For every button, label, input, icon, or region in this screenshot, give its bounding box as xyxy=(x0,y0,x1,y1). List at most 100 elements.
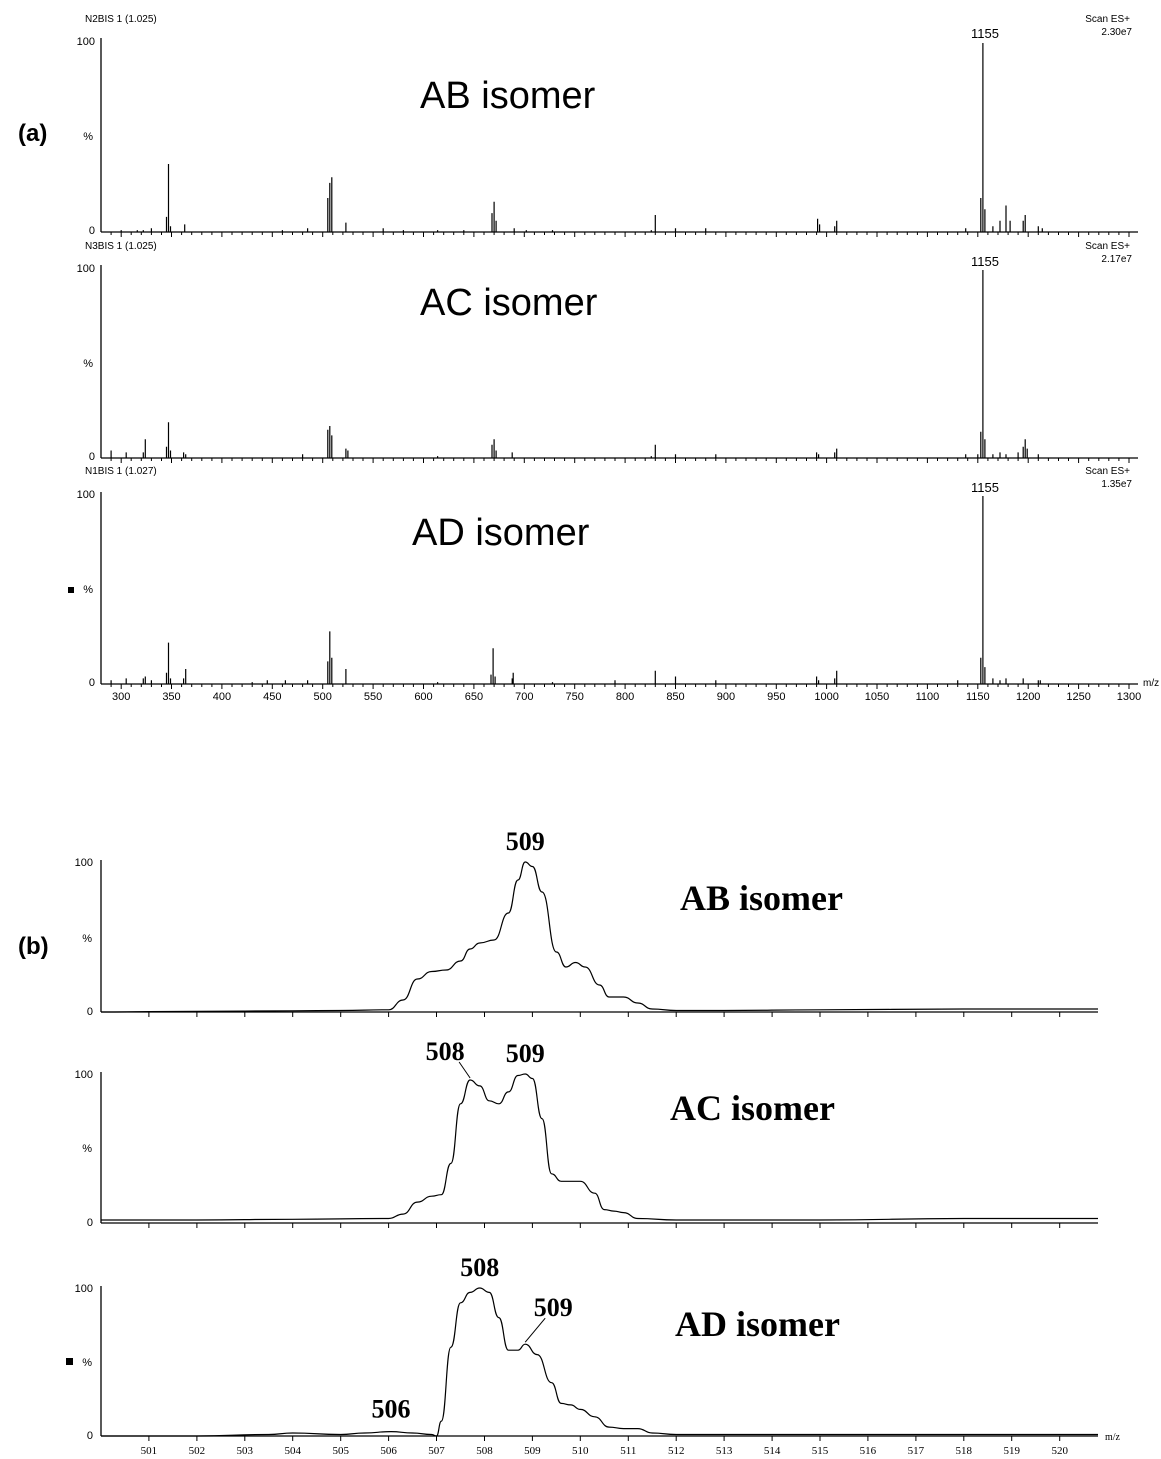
x-tick-label: 1250 xyxy=(1066,691,1090,703)
panel-b-ac-ticks xyxy=(148,1223,1061,1228)
panel-b-ab-title: AB isomer xyxy=(680,878,843,918)
x-tick-label: 517 xyxy=(908,1445,925,1457)
x-tick-label: 450 xyxy=(263,691,281,703)
x-tick-label: 520 xyxy=(1051,1445,1068,1457)
panel-b-ac-title: AC isomer xyxy=(670,1088,835,1128)
x-tick-label: 950 xyxy=(767,691,785,703)
x-tick-label: 512 xyxy=(668,1445,685,1457)
panel-a-ac-header-right-2: 2.17e7 xyxy=(1101,254,1132,265)
panel-b-x-axis-label: m/z xyxy=(1105,1432,1121,1443)
x-tick-label: 510 xyxy=(572,1445,589,1457)
x-tick-label: 400 xyxy=(213,691,231,703)
x-tick-label: 300 xyxy=(112,691,130,703)
panel-b-ad-y-0: 0 xyxy=(87,1430,93,1442)
panel-b-ab-y-100: 100 xyxy=(75,857,93,869)
panel-a-ad-peak-label: 1155 xyxy=(971,480,999,495)
x-tick-label: 504 xyxy=(284,1445,301,1457)
panel-b-spectrum-ad: 100 % 0 AD isomer 506 508 509 xyxy=(66,1253,1098,1442)
panel-a-ad-title: AD isomer xyxy=(412,512,590,554)
panel-b-ad-spectrum-line xyxy=(101,1287,1098,1437)
panel-a-ab-header-right-1: Scan ES+ xyxy=(1085,14,1130,25)
x-tick-label: 511 xyxy=(620,1445,636,1457)
peak-label-leader xyxy=(458,1061,471,1079)
panel-b-ac-spectrum-line xyxy=(101,1073,1098,1221)
peak-label: 506 xyxy=(372,1395,411,1424)
x-tick-label: 650 xyxy=(465,691,483,703)
panel-a-ad-header-right-2: 1.35e7 xyxy=(1101,479,1132,490)
panel-a-ac-title: AC isomer xyxy=(420,282,598,324)
panel-a-spectrum-ac: N3BIS 1 (1.025) Scan ES+ 2.17e7 100 % 0 … xyxy=(77,241,1138,463)
panel-a-ad-y-0: 0 xyxy=(89,677,95,689)
peak-label: 509 xyxy=(534,1293,573,1322)
x-tick-label: 1100 xyxy=(916,691,940,703)
panel-a-ac-header-left: N3BIS 1 (1.025) xyxy=(85,241,157,252)
x-tick-label: 850 xyxy=(666,691,684,703)
panel-a-x-tick-labels: 300 350 400 450 500 550 600 650 700 750 800 850 900 9… xyxy=(112,691,1141,703)
panel-b-ad-legend-marker xyxy=(66,1358,73,1365)
panel-b-ac-y-0: 0 xyxy=(87,1217,93,1229)
panel-b-ad-ticks xyxy=(148,1436,1061,1441)
panel-a-ad-y-pct: % xyxy=(83,584,93,596)
peak-label-leader xyxy=(524,1317,546,1343)
panel-a-label: (a) xyxy=(18,120,47,147)
x-tick-label: 516 xyxy=(860,1445,877,1457)
x-tick-label: 505 xyxy=(332,1445,349,1457)
x-tick-label: 502 xyxy=(189,1445,206,1457)
x-tick-label: 1050 xyxy=(865,691,889,703)
panel-a-ab-header-right-2: 2.30e7 xyxy=(1101,27,1132,38)
panel-b-ad-title: AD isomer xyxy=(675,1304,840,1344)
x-tick-label: 506 xyxy=(380,1445,397,1457)
x-tick-label: 1300 xyxy=(1117,691,1141,703)
panel-b-ab-ticks xyxy=(148,1012,1061,1017)
panel-a-ab-header-left: N2BIS 1 (1.025) xyxy=(85,14,157,25)
panel-b-label: (b) xyxy=(18,933,49,960)
panel-a-ac-y-0: 0 xyxy=(89,451,95,463)
panel-a-ac-y-100: 100 xyxy=(77,263,95,275)
peak-label: 509 xyxy=(506,1039,545,1068)
panel-a-ad-y-100: 100 xyxy=(77,489,95,501)
panel-a-ad-header-left: N1BIS 1 (1.027) xyxy=(85,466,157,477)
panel-b-ab-y-pct: % xyxy=(82,933,92,945)
panel-a-spectrum-ab: N2BIS 1 (1.025) Scan ES+ 2.30e7 100 % 0 … xyxy=(77,14,1138,237)
x-tick-label: 1000 xyxy=(814,691,838,703)
x-tick-label: 503 xyxy=(237,1445,254,1457)
panel-a-ac-spectrum-line xyxy=(110,270,1039,458)
x-tick-label: 750 xyxy=(566,691,584,703)
x-tick-label: 501 xyxy=(141,1445,158,1457)
x-tick-label: 600 xyxy=(414,691,432,703)
x-tick-label: 350 xyxy=(162,691,180,703)
x-tick-label: 550 xyxy=(364,691,382,703)
x-tick-label: 508 xyxy=(476,1445,493,1457)
x-tick-label: 900 xyxy=(717,691,735,703)
x-tick-label: 1200 xyxy=(1016,691,1040,703)
panel-b-ac-y-100: 100 xyxy=(75,1069,93,1081)
panel-b-spectrum-ab: 100 % 0 AB isomer 509 xyxy=(75,827,1098,1018)
x-tick-label: 518 xyxy=(956,1445,973,1457)
x-tick-label: 519 xyxy=(1003,1445,1020,1457)
panel-a-ac-header-right-1: Scan ES+ xyxy=(1085,241,1130,252)
panel-a-ab-peak-label: 1155 xyxy=(971,26,999,41)
panel-a-ac-peak-label: 1155 xyxy=(971,254,999,269)
panel-b-ad-y-pct: % xyxy=(82,1357,92,1369)
panel-a-ab-y-100: 100 xyxy=(77,36,95,48)
panel-b-ac-y-pct: % xyxy=(82,1143,92,1155)
panel-b-ac-peak-labels: 508 509 xyxy=(426,1037,545,1079)
x-tick-label: 1150 xyxy=(966,691,990,703)
x-tick-label: 700 xyxy=(515,691,533,703)
x-tick-label: 500 xyxy=(314,691,332,703)
panel-a-x-axis-label: m/z xyxy=(1143,678,1159,689)
panel-a-ab-y-pct: % xyxy=(83,131,93,143)
panel-a-spectrum-ad: N1BIS 1 (1.027) Scan ES+ 1.35e7 100 % 0 … xyxy=(68,466,1138,689)
x-tick-label: 800 xyxy=(616,691,634,703)
x-tick-label: 515 xyxy=(812,1445,829,1457)
peak-label: 509 xyxy=(506,827,545,856)
x-tick-label: 514 xyxy=(764,1445,781,1457)
x-tick-label: 513 xyxy=(716,1445,733,1457)
peak-label: 508 xyxy=(426,1037,465,1066)
panel-b-ab-y-0: 0 xyxy=(87,1006,93,1018)
panel-a-ad-ticks xyxy=(110,684,1130,689)
panel-a-ad-legend-marker xyxy=(68,587,74,593)
panel-a: (a) N2BIS 1 (1.025) Scan ES+ 2.30e7 100 … xyxy=(18,14,1159,703)
panel-b-ad-peak-labels: 506 508 509 xyxy=(372,1253,573,1424)
